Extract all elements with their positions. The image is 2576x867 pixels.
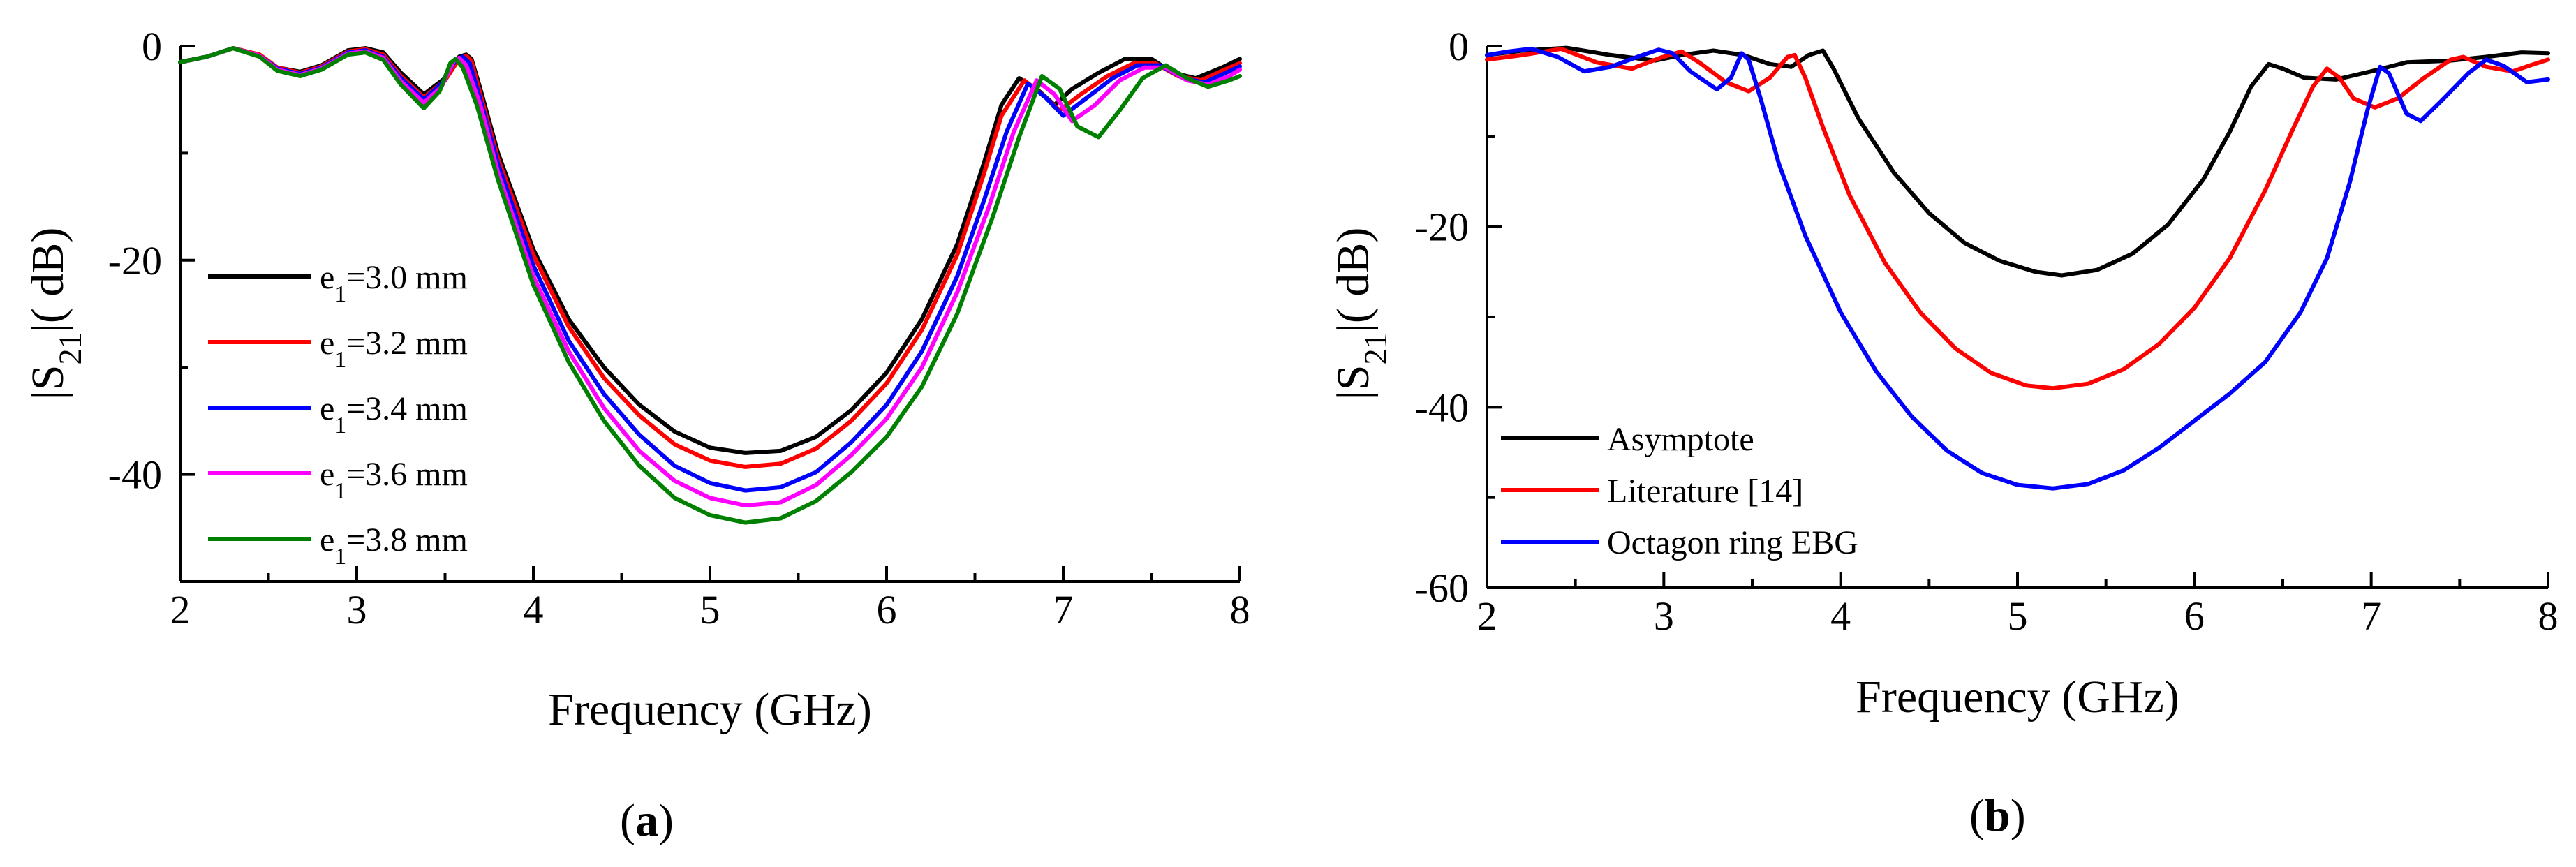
x-tick-label: 4 xyxy=(524,587,544,632)
x-axis-title: Frequency (GHz) xyxy=(548,684,872,735)
series-line-2 xyxy=(178,46,1242,469)
y-tick-label: -40 xyxy=(1415,385,1469,430)
y-tick-label: 0 xyxy=(142,24,162,69)
x-tick-label: 8 xyxy=(2538,593,2559,639)
panel-label: (a) xyxy=(620,795,674,846)
x-tick-label: 4 xyxy=(1830,593,1851,639)
legend-entry-label: e1=3.4 mm xyxy=(320,390,468,438)
series-line-3 xyxy=(1485,46,2550,491)
legend-entry-label: e1=3.8 mm xyxy=(320,521,468,570)
legend-entry-label: Asymptote xyxy=(1607,421,1754,458)
y-tick-label: -20 xyxy=(1415,205,1469,250)
panel-label: (b) xyxy=(1969,790,2026,841)
legend-entry-label: e1=3.0 mm xyxy=(320,259,468,307)
y-axis-title: |S21|( dB) xyxy=(1328,228,1393,400)
y-axis-title: |S21|( dB) xyxy=(22,228,88,400)
x-tick-label: 7 xyxy=(1053,587,1074,632)
x-tick-label: 6 xyxy=(2184,593,2205,639)
x-tick-label: 5 xyxy=(700,587,720,632)
legend-entry-label: Literature [14] xyxy=(1607,473,1803,510)
y-tick-label: -40 xyxy=(108,452,162,498)
panel-b-chart: 2 3 4 5 6 7 8 0 -20 -40 -60 Asymptote Literature [14… xyxy=(1328,24,2559,841)
legend-entry-label: e1=3.2 mm xyxy=(320,325,468,373)
panel-a-chart: 2 3 4 5 6 7 8 0 -20 -40 e1=3.0 mm e1=3.2 mm e1=3.4 m… xyxy=(22,24,1250,846)
x-tick-label: 2 xyxy=(170,587,191,632)
legend-entry-label: Octagon ring EBG xyxy=(1607,524,1858,561)
x-tick-label: 6 xyxy=(877,587,897,632)
y-tick-label: -20 xyxy=(108,238,162,283)
y-tick-label: -60 xyxy=(1415,565,1469,611)
y-tick-label: 0 xyxy=(1449,24,1469,69)
x-tick-label: 3 xyxy=(1654,593,1674,639)
x-tick-label: 5 xyxy=(2008,593,2028,639)
x-tick-label: 8 xyxy=(1230,587,1250,632)
x-axis-title: Frequency (GHz) xyxy=(1856,672,2179,722)
legend-entry-label: e1=3.6 mm xyxy=(320,456,468,504)
series-line-5 xyxy=(178,46,1242,525)
x-tick-label: 3 xyxy=(347,587,367,632)
series-line-2 xyxy=(1485,46,2550,391)
series-line-1 xyxy=(178,46,1242,455)
series-line-1 xyxy=(1485,45,2550,278)
x-tick-label: 7 xyxy=(2361,593,2381,639)
x-tick-label: 2 xyxy=(1477,593,1497,639)
